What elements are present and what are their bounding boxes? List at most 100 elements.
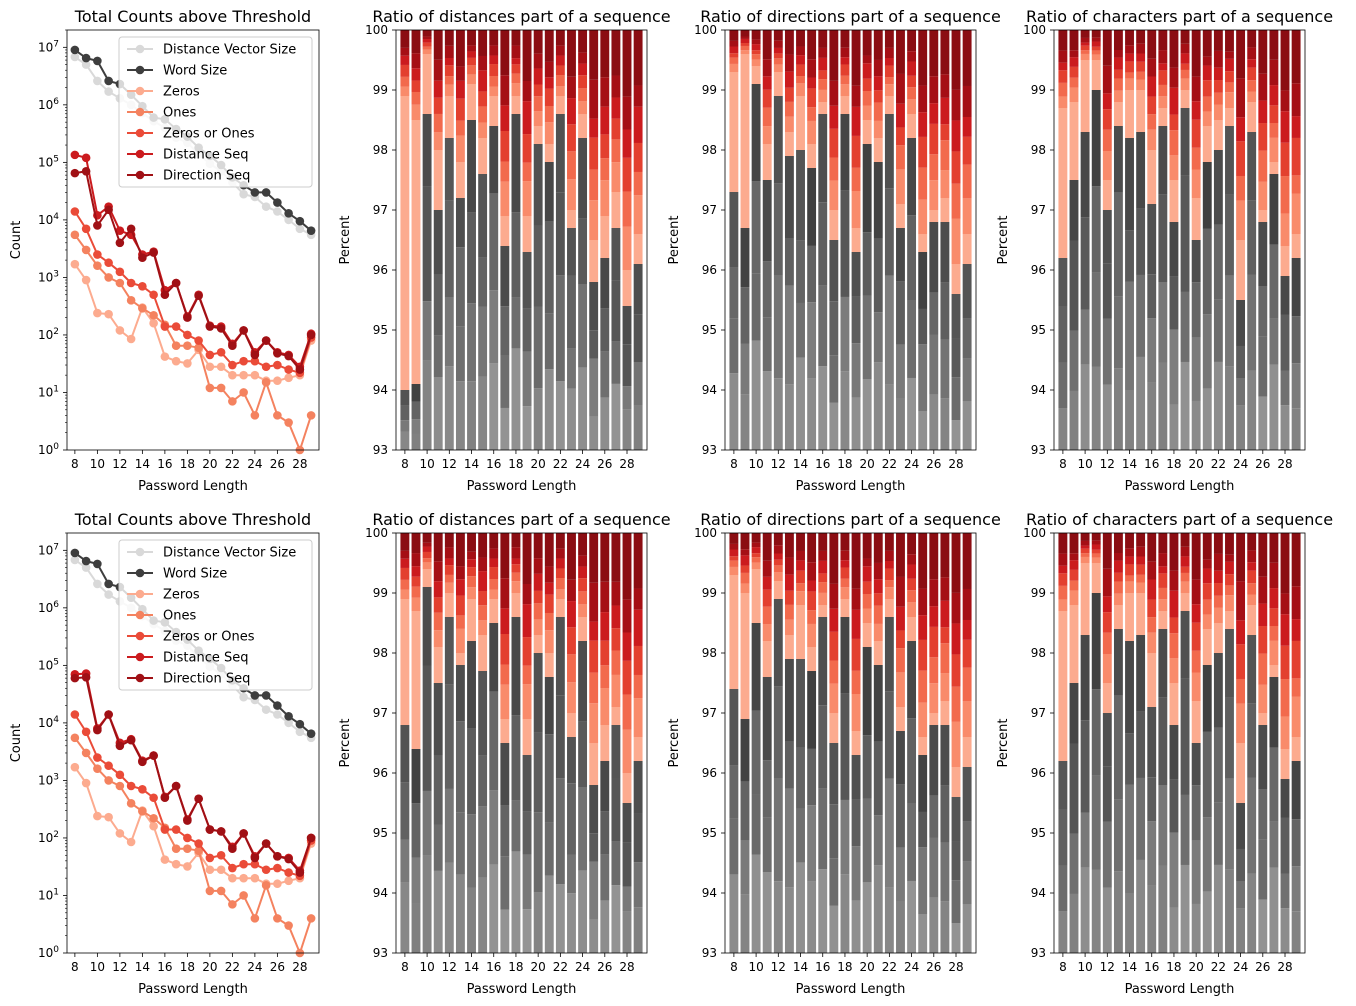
x-tick-label: 20	[531, 457, 546, 471]
bar-segment	[1236, 581, 1246, 621]
data-point	[194, 794, 203, 804]
data-point	[284, 373, 293, 383]
bar-segment	[729, 874, 739, 953]
bar-segment	[762, 533, 772, 561]
y-tick-label: 99	[1031, 586, 1046, 600]
bar-segment	[478, 877, 488, 953]
bar-segment	[740, 781, 750, 841]
bar-segment	[567, 76, 576, 99]
y-axis-label: Percent	[996, 216, 1011, 265]
bar-segment	[1158, 194, 1168, 282]
bar-segment	[1158, 697, 1168, 785]
bar-segment	[773, 96, 783, 184]
bar-segment	[1158, 533, 1168, 554]
bar-segment	[400, 405, 410, 421]
bar-segment	[1247, 30, 1257, 48]
bar-segment	[1058, 30, 1068, 51]
bar-segment	[896, 901, 905, 953]
bar-segment	[751, 30, 761, 40]
x-tick-label: 22	[882, 960, 897, 974]
bar-segment	[478, 376, 488, 450]
data-point	[284, 712, 293, 721]
bar-segment	[751, 273, 761, 341]
bar-segment	[467, 120, 476, 213]
bar-segment	[1213, 50, 1223, 68]
bar-segment	[600, 180, 610, 216]
bar-segment	[411, 68, 421, 81]
data-point	[149, 248, 158, 257]
bar-segment	[1102, 533, 1112, 569]
bar-segment	[851, 799, 861, 847]
bar-segment	[1236, 141, 1246, 176]
bar-segment	[1091, 41, 1101, 47]
series-line	[74, 170, 313, 372]
legend-label: Zeros	[163, 588, 200, 603]
bar-segment	[1147, 821, 1157, 886]
bar-stack	[544, 30, 554, 450]
y-tick-label: 95	[702, 323, 717, 337]
bar-segment	[1091, 37, 1101, 42]
x-tick-label: 12	[442, 457, 457, 471]
bar-segment	[500, 30, 510, 76]
bar-segment	[522, 406, 532, 450]
bar-segment	[522, 216, 532, 252]
bar-segment	[567, 682, 576, 713]
bar-segment	[411, 611, 421, 749]
bar-segment	[433, 683, 443, 756]
bar-stack	[533, 533, 543, 953]
legend-label: Direction Seq	[163, 169, 250, 184]
x-tick-label: 16	[157, 960, 172, 974]
bar-segment	[500, 246, 510, 307]
bar-segment	[884, 275, 894, 385]
bar-segment	[1113, 553, 1123, 561]
bar-stack	[1069, 30, 1079, 450]
data-point	[228, 360, 237, 370]
data-point	[239, 370, 248, 380]
bar-segment	[1291, 619, 1301, 641]
bar-segment	[896, 576, 905, 607]
bar-segment	[1269, 533, 1279, 563]
bar-segment	[600, 640, 610, 666]
bar-segment	[1247, 274, 1257, 371]
bar-segment	[511, 73, 521, 84]
bar-segment	[729, 549, 739, 557]
bar-segment	[555, 778, 565, 885]
data-point	[273, 710, 282, 719]
y-tick-label: 105	[38, 657, 59, 672]
x-tick-label: 20	[860, 960, 875, 974]
bar-segment	[751, 44, 761, 51]
bar-segment	[1102, 150, 1112, 180]
bar-stack	[818, 533, 828, 953]
data-point	[228, 370, 237, 380]
bar-segment	[1269, 665, 1279, 677]
data-point	[149, 310, 158, 320]
bar-segment	[773, 275, 783, 379]
bar-stack	[578, 30, 588, 450]
x-tick-label: 18	[508, 457, 523, 471]
bar-segment	[511, 96, 521, 114]
bar-segment	[729, 543, 739, 550]
data-point	[261, 705, 271, 714]
data-point	[250, 356, 260, 366]
y-axis-label: Percent	[667, 719, 682, 768]
data-point	[104, 590, 113, 599]
bar-stack	[940, 533, 950, 953]
bar-segment	[433, 597, 443, 613]
bar-segment	[589, 743, 599, 785]
y-tick-label: 95	[702, 826, 717, 840]
bar-segment	[489, 623, 499, 692]
data-point	[126, 334, 136, 344]
data-point	[205, 383, 215, 393]
bar-stack	[478, 30, 488, 450]
bar-segment	[1136, 208, 1146, 275]
bar-segment	[1091, 30, 1101, 38]
bar-stack	[962, 533, 972, 953]
bar-segment	[1191, 169, 1201, 198]
y-tick-label: 105	[38, 154, 59, 169]
bar-segment	[544, 162, 554, 222]
bar-segment	[455, 874, 465, 953]
bar-segment	[1147, 58, 1157, 77]
bar-stack	[1191, 30, 1201, 450]
bar-stack	[1113, 533, 1123, 953]
